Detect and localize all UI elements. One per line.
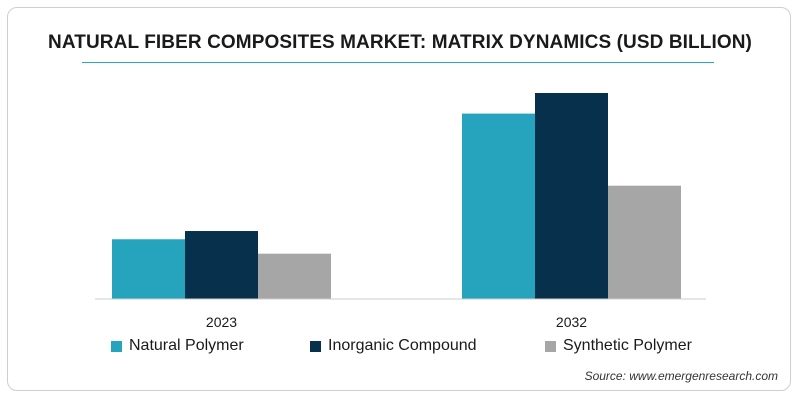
x-tick-labels: 2023 2032 — [206, 314, 587, 330]
chart-title: NATURAL FIBER COMPOSITES MARKET: MATRIX … — [48, 32, 752, 53]
x-tick-label-2032: 2032 — [556, 314, 587, 330]
legend: Natural Polymer Inorganic Compound Synth… — [0, 337, 800, 359]
legend-label-inorganic-compound: Inorganic Compound — [328, 337, 477, 354]
bar-synthetic-polymer-2032 — [608, 185, 681, 299]
bars-group — [112, 93, 681, 299]
legend-item-inorganic-compound: Inorganic Compound — [310, 337, 477, 355]
legend-swatch-synthetic-polymer — [545, 340, 556, 352]
legend-label-natural-polymer: Natural Polymer — [129, 337, 244, 354]
legend-label-synthetic-polymer: Synthetic Polymer — [563, 337, 692, 354]
bar-synthetic-polymer-2023 — [258, 253, 331, 299]
source-note: Source: www.emergenresearch.com — [584, 369, 778, 383]
legend-swatch-inorganic-compound — [310, 340, 321, 352]
legend-item-natural-polymer: Natural Polymer — [111, 337, 244, 355]
bar-inorganic-compound-2023 — [185, 231, 258, 299]
legend-swatch-natural-polymer — [111, 340, 122, 352]
bar-natural-polymer-2023 — [112, 239, 185, 299]
x-tick-label-2023: 2023 — [206, 314, 237, 330]
bar-inorganic-compound-2032 — [535, 93, 608, 299]
title-underline — [82, 62, 714, 63]
legend-item-synthetic-polymer: Synthetic Polymer — [545, 337, 692, 355]
bar-natural-polymer-2032 — [462, 113, 535, 299]
